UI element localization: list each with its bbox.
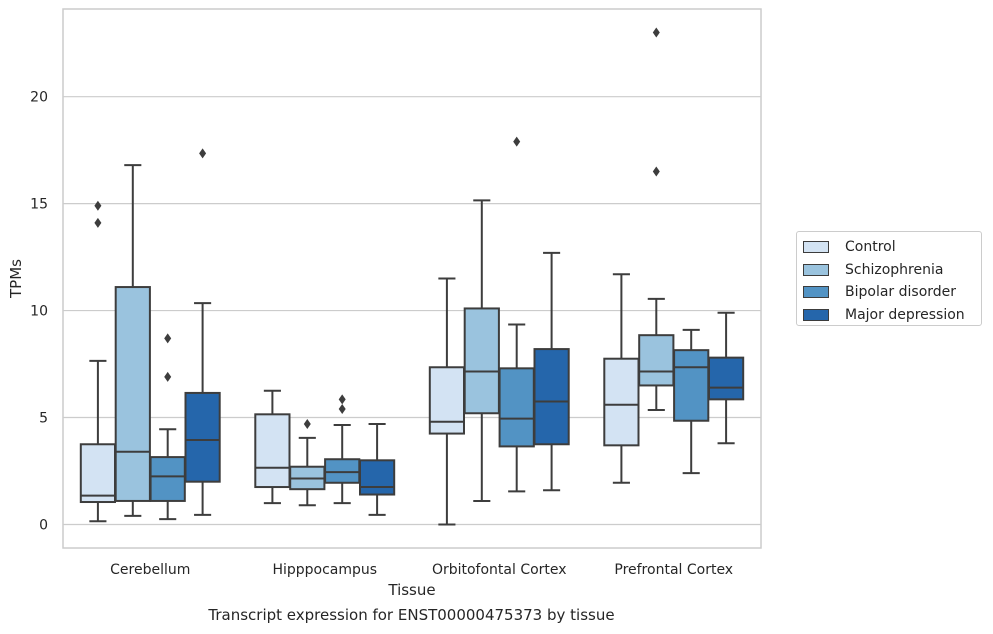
box-bipolar-disorder bbox=[149, 333, 186, 521]
legend: Control Schizophrenia Bipolar disorder Majo… bbox=[796, 231, 982, 326]
box-major-depression bbox=[184, 148, 221, 516]
box-iqr bbox=[428, 366, 466, 435]
box-iqr bbox=[498, 367, 535, 448]
outlier-point bbox=[652, 166, 660, 177]
box-iqr bbox=[114, 286, 151, 502]
box-control bbox=[428, 277, 466, 526]
outlier-point bbox=[652, 27, 660, 38]
box-iqr bbox=[358, 459, 396, 496]
outlier-point bbox=[513, 136, 521, 147]
box-iqr bbox=[463, 307, 500, 415]
legend-swatch bbox=[803, 308, 829, 321]
box-iqr bbox=[673, 349, 710, 422]
box-iqr bbox=[603, 357, 640, 447]
x-tick-label: Cerebellum bbox=[110, 562, 190, 578]
chart-caption: Transcript expression for ENST0000047537… bbox=[208, 606, 615, 624]
box-schizophrenia bbox=[289, 418, 326, 507]
legend-label: Bipolar disorder bbox=[845, 284, 957, 301]
outlier-point bbox=[94, 200, 102, 211]
box-bipolar-disorder bbox=[673, 328, 710, 475]
x-tick-labels: Cerebellum Hipppocampus Orbitofontal Corte… bbox=[110, 562, 733, 578]
box-iqr bbox=[707, 356, 745, 401]
box-schizophrenia bbox=[463, 199, 500, 502]
outlier-point bbox=[164, 333, 172, 344]
y-axis-label: TPMs bbox=[7, 259, 25, 299]
box-iqr bbox=[184, 391, 221, 483]
outlier-point bbox=[303, 418, 311, 429]
boxes-layer bbox=[79, 27, 745, 526]
legend-swatch bbox=[803, 241, 829, 254]
x-tick-label: Prefrontal Cortex bbox=[614, 562, 733, 578]
outlier-point bbox=[94, 217, 102, 228]
legend-item: Bipolar disorder bbox=[803, 281, 981, 304]
y-tick-label: 15 bbox=[30, 197, 48, 213]
outlier-point bbox=[338, 403, 346, 414]
outlier-point bbox=[164, 371, 172, 382]
box-major-depression bbox=[707, 311, 745, 445]
legend-swatch bbox=[803, 263, 829, 276]
box-bipolar-disorder bbox=[324, 394, 361, 505]
box-iqr bbox=[79, 443, 117, 504]
x-tick-label: Orbitofontal Cortex bbox=[432, 562, 567, 578]
box-major-depression bbox=[358, 422, 396, 516]
y-tick-labels: 0 5 10 15 20 bbox=[30, 90, 48, 534]
legend-swatch bbox=[803, 286, 829, 299]
legend-item: Major depression bbox=[803, 304, 981, 327]
x-tick-label: Hipppocampus bbox=[272, 562, 377, 578]
plot-frame bbox=[62, 8, 762, 549]
box-schizophrenia bbox=[638, 27, 675, 412]
legend-item: Schizophrenia bbox=[803, 259, 981, 282]
box-schizophrenia bbox=[114, 164, 151, 517]
y-tick-label: 5 bbox=[39, 411, 48, 427]
outlier-point bbox=[338, 394, 346, 405]
legend-item: Control bbox=[803, 236, 981, 259]
box-bipolar-disorder bbox=[498, 136, 535, 493]
box-control bbox=[254, 389, 291, 505]
grid-lines bbox=[63, 96, 761, 526]
box-control bbox=[79, 200, 117, 523]
box-iqr bbox=[254, 413, 291, 489]
x-axis-label: Tissue bbox=[387, 581, 435, 599]
legend-label: Major depression bbox=[845, 306, 965, 323]
box-iqr bbox=[324, 458, 361, 484]
y-tick-label: 10 bbox=[30, 304, 48, 320]
y-tick-label: 20 bbox=[30, 90, 48, 106]
box-iqr bbox=[638, 334, 675, 387]
legend-label: Schizophrenia bbox=[845, 261, 944, 278]
outlier-point bbox=[199, 148, 207, 159]
box-iqr bbox=[149, 456, 186, 502]
box-iqr bbox=[533, 348, 570, 446]
box-major-depression bbox=[533, 251, 570, 492]
box-control bbox=[603, 273, 640, 484]
legend-label: Control bbox=[845, 239, 896, 256]
y-tick-label: 0 bbox=[39, 517, 48, 533]
